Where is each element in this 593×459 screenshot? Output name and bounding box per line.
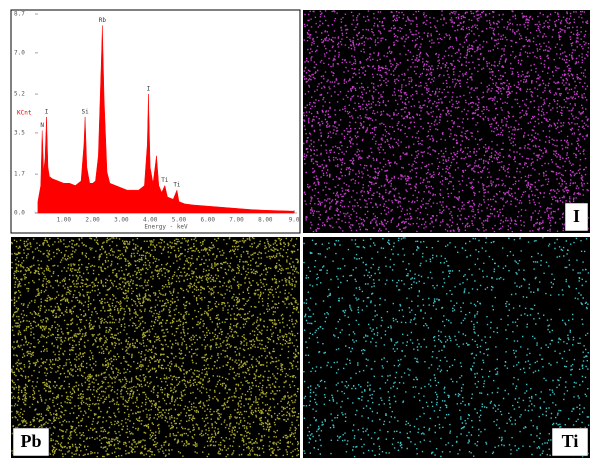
- y-tick-label: 7.0: [14, 49, 25, 56]
- spectrum-area: [37, 25, 295, 214]
- x-tick-label: 6.00: [201, 217, 216, 224]
- map-dots: [11, 237, 300, 458]
- y-tick-label: 1.7: [14, 171, 25, 178]
- map-dots: [303, 10, 590, 233]
- peak-label: I: [45, 108, 49, 115]
- x-tick-label: 4.00: [143, 217, 158, 224]
- x-tick-label: 2.00: [85, 217, 100, 224]
- map-label-box: [12, 427, 50, 457]
- map-label: Pb: [20, 431, 41, 451]
- x-tick-label: 3.00: [114, 217, 129, 224]
- peak-label: Rb: [99, 17, 107, 24]
- y-tick-label: 0.0: [14, 210, 25, 217]
- element-map: [303, 10, 590, 233]
- x-tick-label: 5.00: [172, 217, 187, 224]
- y-tick-label: 3.5: [14, 129, 25, 136]
- y-tick-label: 5.2: [14, 91, 25, 98]
- x-tick-label: 7.00: [229, 217, 244, 224]
- x-tick-label: 1.00: [57, 217, 72, 224]
- x-tick-label: 8.00: [258, 217, 273, 224]
- map-dots: [303, 237, 590, 458]
- y-tick-label: 8.7: [14, 11, 25, 18]
- peak-label: I: [147, 86, 151, 93]
- map-label: I: [573, 206, 580, 226]
- map-label: Ti: [562, 431, 579, 451]
- x-tick-label: 9.0: [289, 217, 300, 224]
- x-axis-label: Energy - keV: [144, 224, 188, 231]
- peak-label: Ti: [161, 177, 169, 184]
- peak-label: Si: [81, 108, 89, 115]
- peak-label: N: [40, 122, 44, 129]
- map-label-box: [564, 202, 589, 232]
- y-axis-label: KCnt: [17, 110, 32, 117]
- peak-label: Ti: [173, 182, 181, 189]
- element-map: [303, 237, 590, 458]
- map-label-box: [551, 427, 589, 457]
